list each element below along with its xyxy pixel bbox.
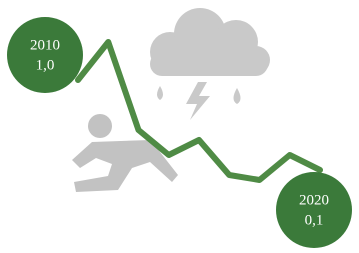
- page: 20101,020200,1 (() => { const data = JSO…: [0, 0, 359, 253]
- category-label: 2010: [30, 37, 60, 53]
- value-label: 1,0: [36, 57, 55, 73]
- storm-cloud: [150, 8, 270, 120]
- category-label: 2020: [299, 192, 329, 208]
- label-bubble: [7, 17, 83, 93]
- value-label: 0,1: [305, 212, 324, 228]
- label-bubble: [276, 172, 352, 248]
- chart: 2010 1,0 2020 0,1: [0, 0, 359, 253]
